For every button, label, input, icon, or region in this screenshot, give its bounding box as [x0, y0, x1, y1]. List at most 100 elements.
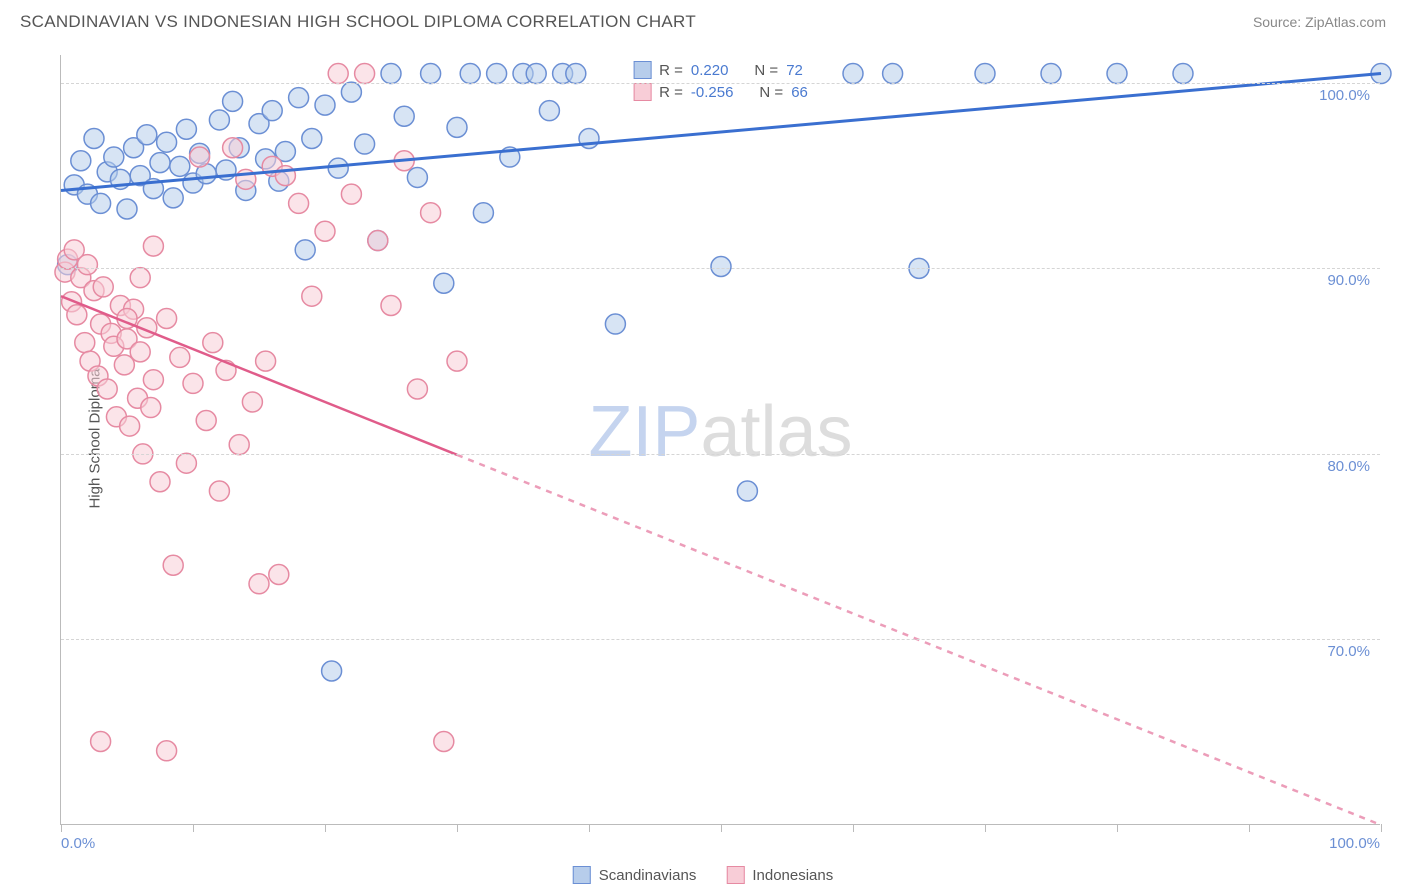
scatter-point	[460, 64, 480, 84]
legend-series-item: Indonesians	[726, 866, 833, 884]
scatter-point	[120, 416, 140, 436]
scatter-point	[289, 88, 309, 108]
scatter-point	[315, 95, 335, 115]
scatter-point	[289, 193, 309, 213]
source-label: Source: ZipAtlas.com	[1253, 14, 1386, 30]
scatter-point	[368, 231, 388, 251]
x-tick	[589, 824, 590, 832]
gridline	[61, 83, 1380, 84]
r-value: -0.256	[691, 84, 734, 101]
legend-series-item: Scandinavians	[573, 866, 697, 884]
gridline	[61, 639, 1380, 640]
legend-series-label: Indonesians	[752, 867, 833, 884]
gridline	[61, 268, 1380, 269]
scatter-point	[190, 147, 210, 167]
scatter-point	[143, 236, 163, 256]
scatter-point	[84, 128, 104, 148]
scatter-point	[302, 128, 322, 148]
scatter-point	[262, 101, 282, 121]
scatter-point	[157, 132, 177, 152]
scatter-point	[249, 574, 269, 594]
r-value: 0.220	[691, 62, 729, 79]
scatter-point	[605, 314, 625, 334]
scatter-point	[157, 741, 177, 761]
legend-series-label: Scandinavians	[599, 867, 697, 884]
scatter-point	[93, 277, 113, 297]
scatter-point	[394, 106, 414, 126]
scatter-point	[196, 411, 216, 431]
legend-swatch	[633, 61, 651, 79]
scatter-point	[1173, 64, 1193, 84]
r-label: R =	[659, 84, 683, 101]
scatter-point	[711, 257, 731, 277]
scatter-point	[407, 379, 427, 399]
scatter-point	[434, 273, 454, 293]
scatter-point	[141, 398, 161, 418]
scatter-point	[77, 255, 97, 275]
scatter-point	[421, 203, 441, 223]
scatter-point	[328, 64, 348, 84]
x-tick	[325, 824, 326, 832]
scatter-point	[381, 64, 401, 84]
scatter-point	[97, 379, 117, 399]
scatter-point	[176, 453, 196, 473]
scatter-point	[487, 64, 507, 84]
scatter-point	[256, 351, 276, 371]
scatter-point	[566, 64, 586, 84]
scatter-point	[209, 481, 229, 501]
r-label: R =	[659, 62, 683, 79]
scatter-point	[322, 661, 342, 681]
scatter-point	[117, 199, 137, 219]
scatter-point	[229, 435, 249, 455]
scatter-point	[341, 82, 361, 102]
legend-stat-row: R = -0.256 N = 66	[633, 81, 808, 103]
x-tick	[721, 824, 722, 832]
scatter-point	[315, 221, 335, 241]
scatter-point	[381, 295, 401, 315]
n-label: N =	[754, 62, 778, 79]
scatter-point	[737, 481, 757, 501]
scatter-point	[302, 286, 322, 306]
y-tick-label: 70.0%	[1327, 643, 1370, 660]
scatter-point	[91, 193, 111, 213]
scatter-point	[341, 184, 361, 204]
n-label: N =	[759, 84, 783, 101]
x-tick	[1249, 824, 1250, 832]
x-tick	[853, 824, 854, 832]
scatter-point	[209, 110, 229, 130]
scatter-point	[91, 732, 111, 752]
scatter-point	[130, 342, 150, 362]
scatter-point	[203, 333, 223, 353]
chart-svg	[61, 55, 1380, 824]
scatter-point	[328, 158, 348, 178]
x-tick	[61, 824, 62, 832]
scatter-point	[67, 305, 87, 325]
scatter-point	[295, 240, 315, 260]
scatter-point	[143, 370, 163, 390]
scatter-point	[421, 64, 441, 84]
scatter-point	[1041, 64, 1061, 84]
x-tick	[1381, 824, 1382, 832]
legend-stats: R = 0.220 N = 72 R = -0.256 N = 66	[623, 55, 818, 107]
scatter-point	[163, 555, 183, 575]
gridline	[61, 454, 1380, 455]
x-tick-label-right: 100.0%	[1329, 835, 1380, 852]
y-tick-label: 100.0%	[1319, 87, 1370, 104]
y-tick-label: 80.0%	[1327, 458, 1370, 475]
scatter-point	[137, 125, 157, 145]
scatter-point	[157, 308, 177, 328]
scatter-point	[223, 91, 243, 111]
scatter-point	[975, 64, 995, 84]
scatter-point	[150, 472, 170, 492]
scatter-point	[434, 732, 454, 752]
legend-swatch	[573, 866, 591, 884]
x-tick	[985, 824, 986, 832]
scatter-point	[223, 138, 243, 158]
scatter-point	[75, 333, 95, 353]
scatter-point	[163, 188, 183, 208]
scatter-point	[883, 64, 903, 84]
scatter-point	[176, 119, 196, 139]
legend-swatch	[726, 866, 744, 884]
y-tick-label: 90.0%	[1327, 272, 1370, 289]
scatter-point	[104, 147, 124, 167]
